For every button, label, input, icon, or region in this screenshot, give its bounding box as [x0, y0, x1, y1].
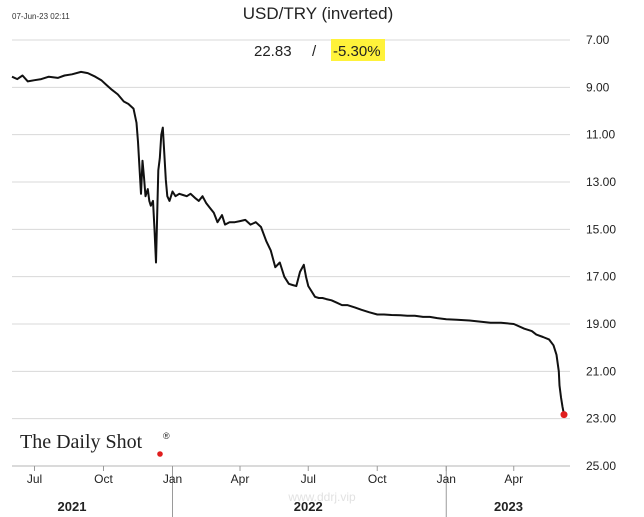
- latest-point-marker: [560, 411, 568, 419]
- timestamp-label: 07-Jun-23 02:11: [12, 12, 70, 21]
- y-axis-ticks: 7.00 9.00 11.00 13.00 15.00 17.00 19.00 21.00 23…: [586, 33, 616, 473]
- latest-change: -5.30%: [333, 43, 381, 60]
- y-tick-label: 25.00: [586, 459, 616, 473]
- value-separator: /: [312, 43, 317, 60]
- x-axis-ticks: Jul Oct Jan Apr Jul Oct Jan Apr: [27, 472, 523, 486]
- brand-name: The Daily Shot: [20, 431, 143, 453]
- x-tick-label: Jan: [437, 472, 456, 486]
- x-tick-label: Jul: [27, 472, 42, 486]
- x-tick-label: Apr: [231, 472, 250, 486]
- x-tick-label: Jan: [163, 472, 182, 486]
- series-line-usd-try: [11, 70, 565, 415]
- y-tick-label: 19.00: [586, 317, 616, 331]
- year-label: 2022: [294, 499, 323, 514]
- axis-layer: [12, 465, 570, 517]
- y-tick-label: 13.00: [586, 175, 616, 189]
- y-tick-label: 21.00: [586, 364, 616, 378]
- chart-title: USD/TRY (inverted): [243, 4, 394, 23]
- brand-logo: The Daily Shot ®: [20, 431, 170, 457]
- y-tick-label: 11.00: [586, 128, 615, 142]
- year-label: 2021: [58, 499, 87, 514]
- y-tick-label: 15.00: [586, 222, 616, 236]
- x-tick-label: Oct: [94, 472, 113, 486]
- year-labels: 2021 2022 2023: [58, 499, 523, 514]
- y-tick-label: 23.00: [586, 412, 616, 426]
- x-tick-label: Oct: [368, 472, 387, 486]
- brand-dot-icon: [157, 451, 163, 457]
- y-tick-label: 9.00: [586, 80, 610, 94]
- watermark-text: www.ddrj.vip: [287, 490, 356, 504]
- grid-layer: [12, 39, 570, 420]
- brand-registered-mark: ®: [163, 431, 170, 441]
- y-tick-label: 7.00: [586, 33, 610, 47]
- change-highlight: [331, 39, 385, 61]
- latest-value: 22.83: [254, 43, 292, 60]
- x-tick-label: Jul: [301, 472, 316, 486]
- year-label: 2023: [494, 499, 523, 514]
- x-tick-label: Apr: [504, 472, 523, 486]
- y-tick-label: 17.00: [586, 270, 616, 284]
